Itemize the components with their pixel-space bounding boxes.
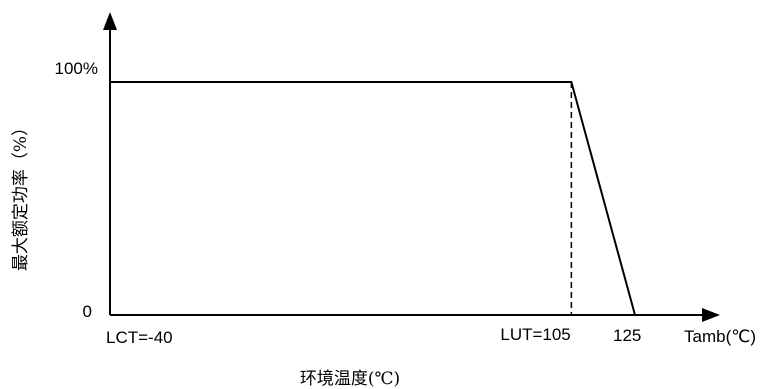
x-tick-label-lut: LUT=105 <box>500 325 570 344</box>
series-line-derating <box>110 81 636 316</box>
y-tick-label-0: 0 <box>83 302 92 321</box>
y-axis-title: 最大额定功率（%） <box>11 119 31 271</box>
x-axis-end-label: Tamb(℃) <box>684 327 756 346</box>
x-tick-label-125: 125 <box>613 326 641 345</box>
y-axis-arrow <box>103 12 117 30</box>
y-tick-label-100: 100% <box>55 59 98 78</box>
x-tick-label-lct: LCT=-40 <box>106 328 173 347</box>
x-axis-title: 环境温度(℃) <box>300 369 400 389</box>
x-axis-arrow <box>702 308 720 322</box>
